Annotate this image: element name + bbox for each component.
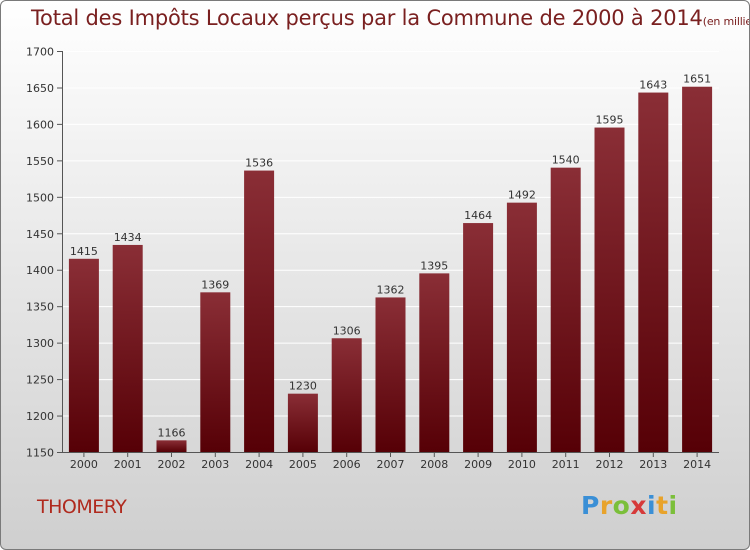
logo-letter: x: [630, 491, 647, 520]
y-tick-label: 1650: [26, 82, 54, 95]
bar-value-label: 1306: [333, 324, 361, 337]
y-tick-label: 1550: [26, 155, 54, 168]
chart-title: Total des Impôts Locaux perçus par la Co…: [31, 6, 749, 30]
bar: [112, 244, 143, 452]
y-tick-label: 1350: [26, 301, 54, 314]
y-tick-label: 1450: [26, 228, 54, 241]
x-tick-label: 2011: [552, 458, 580, 471]
y-tick-label: 1150: [26, 447, 54, 460]
bar-value-label: 1166: [158, 426, 186, 439]
x-tick-label: 2003: [201, 458, 229, 471]
x-tick-label: 2012: [596, 458, 624, 471]
x-tick-label: 2000: [70, 458, 98, 471]
bar-value-label: 1643: [639, 79, 667, 92]
bar: [638, 92, 669, 453]
title-text: Total des Impôts Locaux perçus par la Co…: [31, 6, 703, 30]
bar-value-label: 1464: [464, 209, 492, 222]
x-tick-label: 2010: [508, 458, 536, 471]
x-tick-label: 2005: [289, 458, 317, 471]
logo-letter: t: [656, 491, 669, 520]
bar-value-label: 1369: [201, 278, 229, 291]
bar-value-label: 1595: [596, 114, 624, 127]
y-tick-label: 1200: [26, 410, 54, 423]
bar-value-label: 1434: [114, 231, 142, 244]
logo-letter: r: [599, 491, 613, 520]
logo-letter: o: [612, 491, 631, 520]
x-tick-label: 2013: [639, 458, 667, 471]
bar-value-label: 1540: [552, 154, 580, 167]
x-tick-label: 2002: [158, 458, 186, 471]
bar-value-label: 1492: [508, 189, 536, 202]
bar-value-label: 1536: [245, 157, 273, 170]
logo-letter: P: [581, 491, 600, 520]
bar: [68, 258, 99, 452]
x-tick-label: 2006: [333, 458, 361, 471]
bar: [506, 202, 537, 452]
bar: [594, 127, 625, 453]
y-tick-label: 1300: [26, 337, 54, 350]
x-tick-label: 2014: [683, 458, 711, 471]
x-tick-label: 2009: [464, 458, 492, 471]
bar: [419, 273, 450, 452]
bar: [331, 338, 362, 452]
y-tick-label: 1700: [26, 46, 54, 59]
bar: [244, 170, 275, 452]
x-tick-label: 2007: [377, 458, 405, 471]
x-tick-label: 2004: [245, 458, 273, 471]
y-tick-label: 1500: [26, 191, 54, 204]
bar-value-label: 1395: [420, 259, 448, 272]
bar: [375, 297, 406, 452]
logo-letter: i: [647, 491, 657, 520]
x-tick-label: 2008: [420, 458, 448, 471]
bar-value-label: 1415: [70, 245, 98, 258]
bar: [682, 86, 713, 452]
bar-value-label: 1362: [377, 283, 405, 296]
x-tick-label: 2001: [114, 458, 142, 471]
bar: [287, 393, 318, 452]
y-tick-label: 1600: [26, 118, 54, 131]
y-tick-label: 1400: [26, 264, 54, 277]
bar: [550, 167, 581, 452]
bar: [156, 440, 187, 452]
bar: [200, 292, 231, 452]
axes: 1150 1200 1250 1300 1350 1400 1450 1500 1550 1600…: [26, 46, 719, 471]
title-unit: (en milliers d'€): [702, 15, 749, 28]
y-tick-label: 1250: [26, 374, 54, 387]
bar-value-label: 1651: [683, 73, 711, 86]
bars: 1415 1434 1166 1369 1536 1230 1306 1362 1395 1464…: [68, 73, 713, 453]
bar-value-label: 1230: [289, 380, 317, 393]
proxiti-logo[interactable]: Proxiti: [581, 491, 678, 520]
logo-letter: i: [668, 491, 678, 520]
bar: [463, 223, 494, 452]
commune-name: THOMERY: [37, 496, 127, 518]
